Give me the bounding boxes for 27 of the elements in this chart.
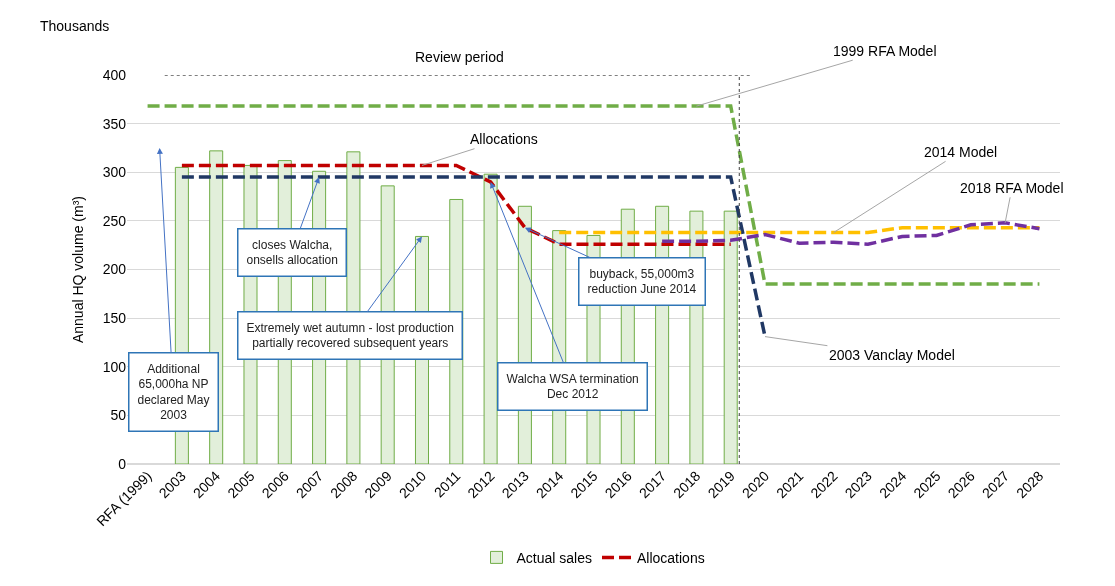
y-tick-label: 100 [102, 358, 127, 375]
y-tick-label: 300 [102, 164, 127, 181]
annotation: closes Walcha, onsells allocation [246, 237, 338, 268]
y-tick-label: 150 [102, 310, 127, 327]
y-tick-label: 250 [102, 212, 127, 229]
y-tick-label: 50 [110, 407, 127, 424]
bar [723, 210, 738, 464]
annotation: Allocations [470, 131, 538, 147]
y-tick-label: 400 [102, 66, 127, 83]
text: Thousands [40, 18, 110, 34]
annotation: Additional 65,000ha NP declared May 2003 [137, 361, 210, 423]
legend-label: Allocations [636, 549, 705, 566]
annotation: Walcha WSA termination Dec 2012 [506, 371, 639, 402]
line-series [660, 221, 1042, 246]
annotation: 2003 Vanclay Model [829, 347, 955, 363]
annotation: 2018 RFA Model [960, 180, 1064, 196]
text: Review period [415, 49, 504, 65]
y-tick-label: 350 [102, 115, 127, 132]
annotation: buyback, 55,000m3 reduction June 2014 [587, 266, 697, 297]
y-tick-label: 0 [118, 455, 127, 472]
legend-label: Actual sales [516, 549, 592, 566]
bar [483, 173, 498, 464]
y-tick-label: 200 [102, 261, 127, 278]
annotation: 2014 Model [924, 144, 998, 160]
y-axis-title: Annual HQ volume (m³) [70, 195, 87, 344]
annotation: 1999 RFA Model [833, 43, 937, 59]
annotation: Extremely wet autumn - lost production partially recovered subsequent years [246, 320, 454, 351]
